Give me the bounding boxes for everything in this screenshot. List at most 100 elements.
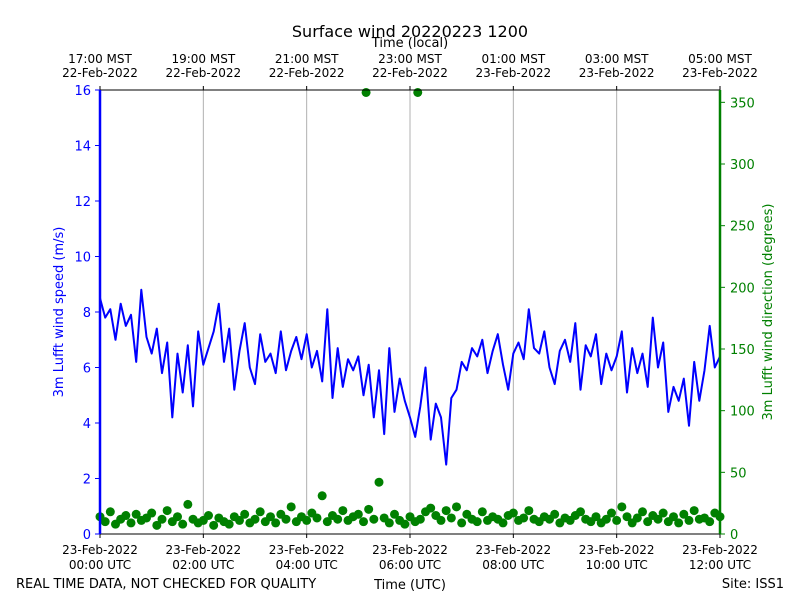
wind-direction-point [601, 514, 611, 524]
wind-direction-point [477, 507, 487, 517]
top-tick-label-date: 23-Feb-2022 [579, 66, 655, 80]
wind-direction-point [302, 515, 312, 525]
y-right-tick-label: 100 [730, 405, 755, 420]
wind-direction-point [235, 515, 244, 525]
footer-disclaimer: REAL TIME DATA, NOT CHECKED FOR QUALITY [16, 577, 316, 592]
x-tick-label-date: 23-Feb-2022 [475, 543, 551, 557]
x-tick-label-time: 00:00 UTC [69, 558, 131, 572]
wind-direction-point [653, 514, 663, 524]
y-left-tick-label: 14 [74, 140, 91, 155]
top-tick-label-date: 22-Feb-2022 [372, 66, 448, 80]
x-tick-label-date: 23-Feb-2022 [269, 543, 345, 557]
wind-direction-point [413, 87, 423, 97]
x-tick-label-date: 23-Feb-2022 [579, 543, 655, 557]
y-right-label: 3m Lufft wind direction (degrees) [761, 204, 776, 421]
x-tick-label-time: 10:00 UTC [586, 558, 648, 572]
wind-direction-point [658, 508, 668, 518]
wind-direction-point [591, 512, 601, 522]
x-tick-label-time: 04:00 UTC [276, 558, 338, 572]
x-tick-label-time: 12:00 UTC [689, 558, 751, 572]
top-axis-label: Time (local) [371, 36, 448, 51]
y-left-tick-label: 0 [83, 528, 91, 543]
wind-direction-point [266, 512, 275, 522]
top-tick-label-date: 22-Feb-2022 [269, 66, 345, 80]
x-tick-label-date: 23-Feb-2022 [372, 543, 448, 557]
top-tick-label-time: 01:00 MST [481, 52, 545, 66]
x-tick-label-time: 08:00 UTC [482, 558, 544, 572]
wind-direction-point [400, 519, 410, 529]
wind-direction-point [209, 520, 219, 530]
wind-direction-point [240, 509, 250, 519]
top-tick-label-date: 22-Feb-2022 [165, 66, 241, 80]
wind-direction-point [224, 519, 234, 529]
wind-direction-point [126, 518, 136, 528]
top-tick-label-time: 17:00 MST [68, 52, 132, 66]
wind-direction-point [157, 514, 167, 524]
wind-direction-point [384, 518, 394, 528]
y-right-tick-label: 150 [730, 343, 755, 358]
wind-direction-point [152, 520, 162, 530]
wind-direction-point [632, 513, 642, 523]
top-tick-label-time: 23:00 MST [378, 52, 442, 66]
wind-direction-point [519, 513, 529, 523]
y-left-tick-label: 16 [74, 84, 91, 99]
y-left-label: 3m Lufft wind speed (m/s) [52, 227, 67, 398]
wind-direction-point [446, 513, 456, 523]
wind-direction-point [359, 517, 368, 527]
wind-direction-point [508, 508, 518, 518]
wind-direction-point [100, 517, 110, 527]
footer-site: Site: ISS1 [722, 577, 784, 592]
wind-direction-point [131, 509, 141, 519]
series-layer [95, 87, 725, 530]
top-tick-label-time: 19:00 MST [171, 52, 235, 66]
wind-direction-point [105, 507, 115, 517]
wind-direction-point [281, 514, 291, 524]
top-tick-label-date: 23-Feb-2022 [682, 66, 758, 80]
y-left-tick-label: 6 [83, 362, 91, 377]
wind-direction-point [178, 519, 188, 529]
wind-direction-point [472, 517, 482, 527]
wind-direction-point [441, 506, 451, 516]
chart-title: Surface wind 20220223 1200 [292, 22, 528, 41]
wind-direction-point [436, 515, 446, 525]
wind-direction-point [679, 509, 689, 519]
wind-direction-point [617, 502, 627, 512]
wind-direction-point [317, 491, 327, 501]
wind-direction-point [457, 518, 467, 528]
y-right-tick-label: 50 [730, 466, 747, 481]
top-tick-label-time: 03:00 MST [585, 52, 649, 66]
wind-direction-point [364, 504, 374, 514]
wind-direction-point [622, 512, 632, 522]
top-tick-label-date: 22-Feb-2022 [62, 66, 138, 80]
top-tick-label-time: 05:00 MST [688, 52, 752, 66]
wind-direction-point [271, 518, 281, 528]
x-tick-label-date: 23-Feb-2022 [165, 543, 241, 557]
wind-direction-point [524, 506, 534, 516]
y-right-tick-label: 300 [730, 158, 755, 173]
wind-direction-point [612, 515, 622, 525]
wind-direction-point [390, 509, 399, 519]
wind-direction-point [204, 511, 213, 520]
wind-direction-point [415, 514, 425, 524]
wind-direction-point [312, 513, 322, 523]
wind-direction-point [498, 518, 508, 528]
y-right-tick-label: 0 [730, 528, 738, 543]
wind-direction-point [669, 512, 678, 522]
wind-direction-point [607, 508, 616, 518]
x-tick-label-time: 02:00 UTC [172, 558, 234, 572]
wind-direction-point [643, 517, 653, 527]
x-tick-label-time: 06:00 UTC [379, 558, 441, 572]
wind-direction-point [286, 502, 296, 512]
wind-direction-point [162, 506, 172, 516]
wind-direction-point [705, 517, 715, 527]
y-left-tick-label: 10 [74, 251, 91, 266]
wind-direction-point [452, 502, 461, 512]
wind-direction-point [361, 87, 371, 97]
grid-lines [202, 90, 618, 534]
wind-direction-point [353, 509, 363, 519]
y-left-tick-label: 12 [74, 195, 91, 210]
wind-direction-point [255, 507, 265, 517]
wind-speed-line [99, 288, 721, 466]
y-left-tick-label: 4 [83, 417, 91, 432]
